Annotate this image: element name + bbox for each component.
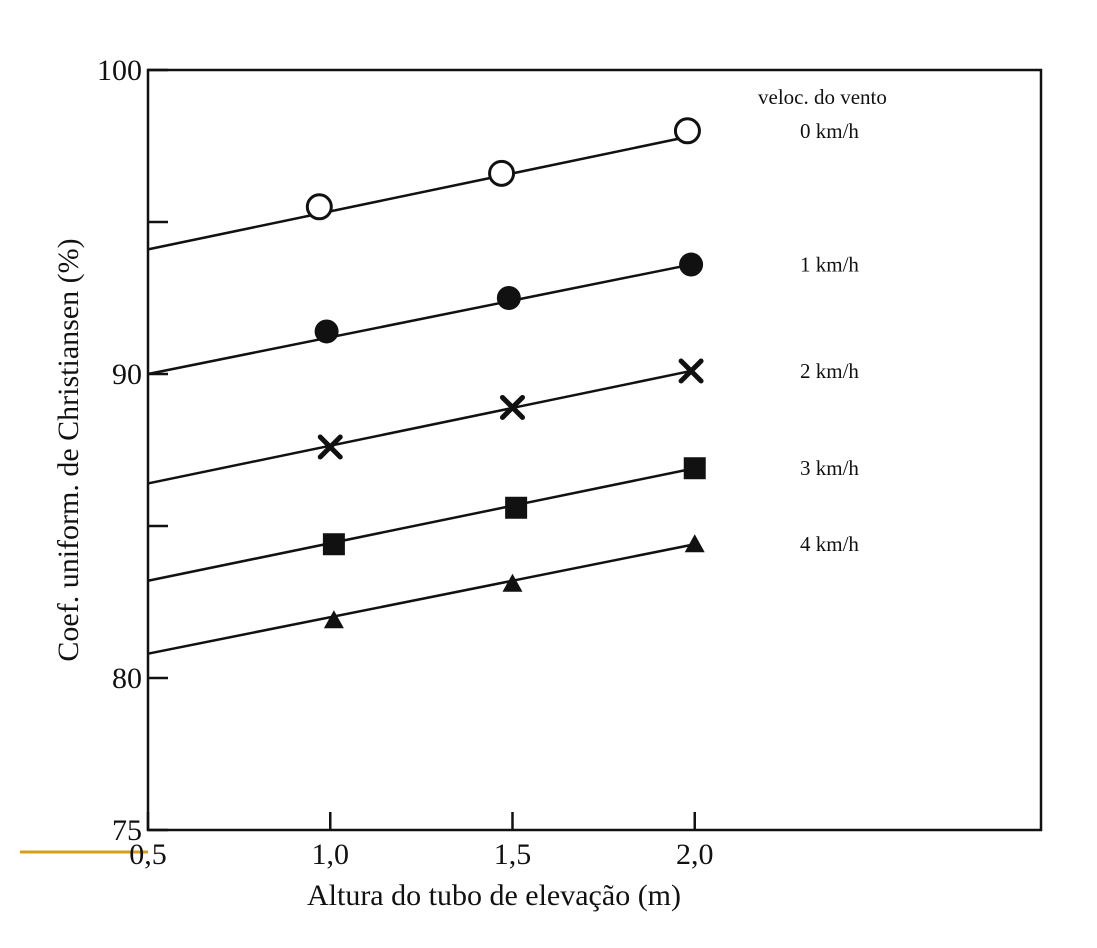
x-tick-label: 1,0 bbox=[311, 838, 349, 871]
data-point bbox=[505, 496, 528, 519]
data-point bbox=[678, 358, 704, 384]
y-axis: 75 80 90 100 bbox=[97, 54, 168, 847]
y-tick-label: 100 bbox=[97, 54, 142, 87]
x-tick-label: 1,5 bbox=[494, 838, 532, 871]
series-0-group: 0 km/h bbox=[147, 117, 859, 251]
legend-entry-label: 0 km/h bbox=[800, 119, 859, 143]
data-point bbox=[679, 252, 704, 277]
data-point bbox=[496, 286, 521, 310]
legend-entry-label: 1 km/h bbox=[800, 253, 859, 277]
legend-entry-label: 2 km/h bbox=[800, 359, 859, 383]
x-axis: 0,5 1,0 1,5 2,0 bbox=[129, 812, 713, 871]
data-point bbox=[305, 193, 333, 221]
data-point bbox=[323, 610, 344, 629]
y-tick-label: 90 bbox=[112, 358, 142, 391]
data-point bbox=[502, 573, 523, 592]
series-1-group: 1 km/h bbox=[147, 252, 859, 376]
series-line-3-km-h bbox=[147, 467, 695, 582]
y-axis-title: Coef. uniform. de Christiansen (%) bbox=[52, 238, 85, 661]
legend-entry-label: 3 km/h bbox=[800, 456, 859, 480]
data-point bbox=[683, 457, 706, 480]
series-line-1-km-h bbox=[147, 263, 692, 376]
data-point bbox=[488, 159, 516, 187]
data-point bbox=[684, 534, 705, 553]
series-2-group: 2 km/h bbox=[147, 358, 859, 485]
x-axis-title: Altura do tubo de elevação (m) bbox=[307, 879, 681, 912]
plot-frame bbox=[146, 68, 1043, 832]
series-line-2-km-h bbox=[147, 369, 692, 485]
x-tick-label: 2,0 bbox=[676, 838, 714, 871]
legend-entry-label: 4 km/h bbox=[800, 532, 859, 556]
series-line-0-km-h bbox=[147, 135, 688, 251]
series-3-group: 3 km/h bbox=[147, 456, 859, 582]
data-point bbox=[499, 394, 525, 420]
y-tick-label: 75 bbox=[112, 814, 142, 847]
data-point bbox=[317, 434, 343, 460]
data-point bbox=[673, 117, 701, 145]
data-point bbox=[322, 533, 345, 556]
series-layer: 0 km/h 1 km/h 2 km/h 3 km/h 4 km/h bbox=[147, 117, 859, 655]
y-tick-label: 80 bbox=[112, 662, 142, 695]
legend-title: veloc. do vento bbox=[758, 85, 887, 109]
series-line-4-km-h bbox=[147, 543, 695, 655]
data-point bbox=[314, 319, 339, 344]
x-tick-label: 0,5 bbox=[129, 838, 167, 871]
series-4-group: 4 km/h bbox=[147, 532, 859, 655]
